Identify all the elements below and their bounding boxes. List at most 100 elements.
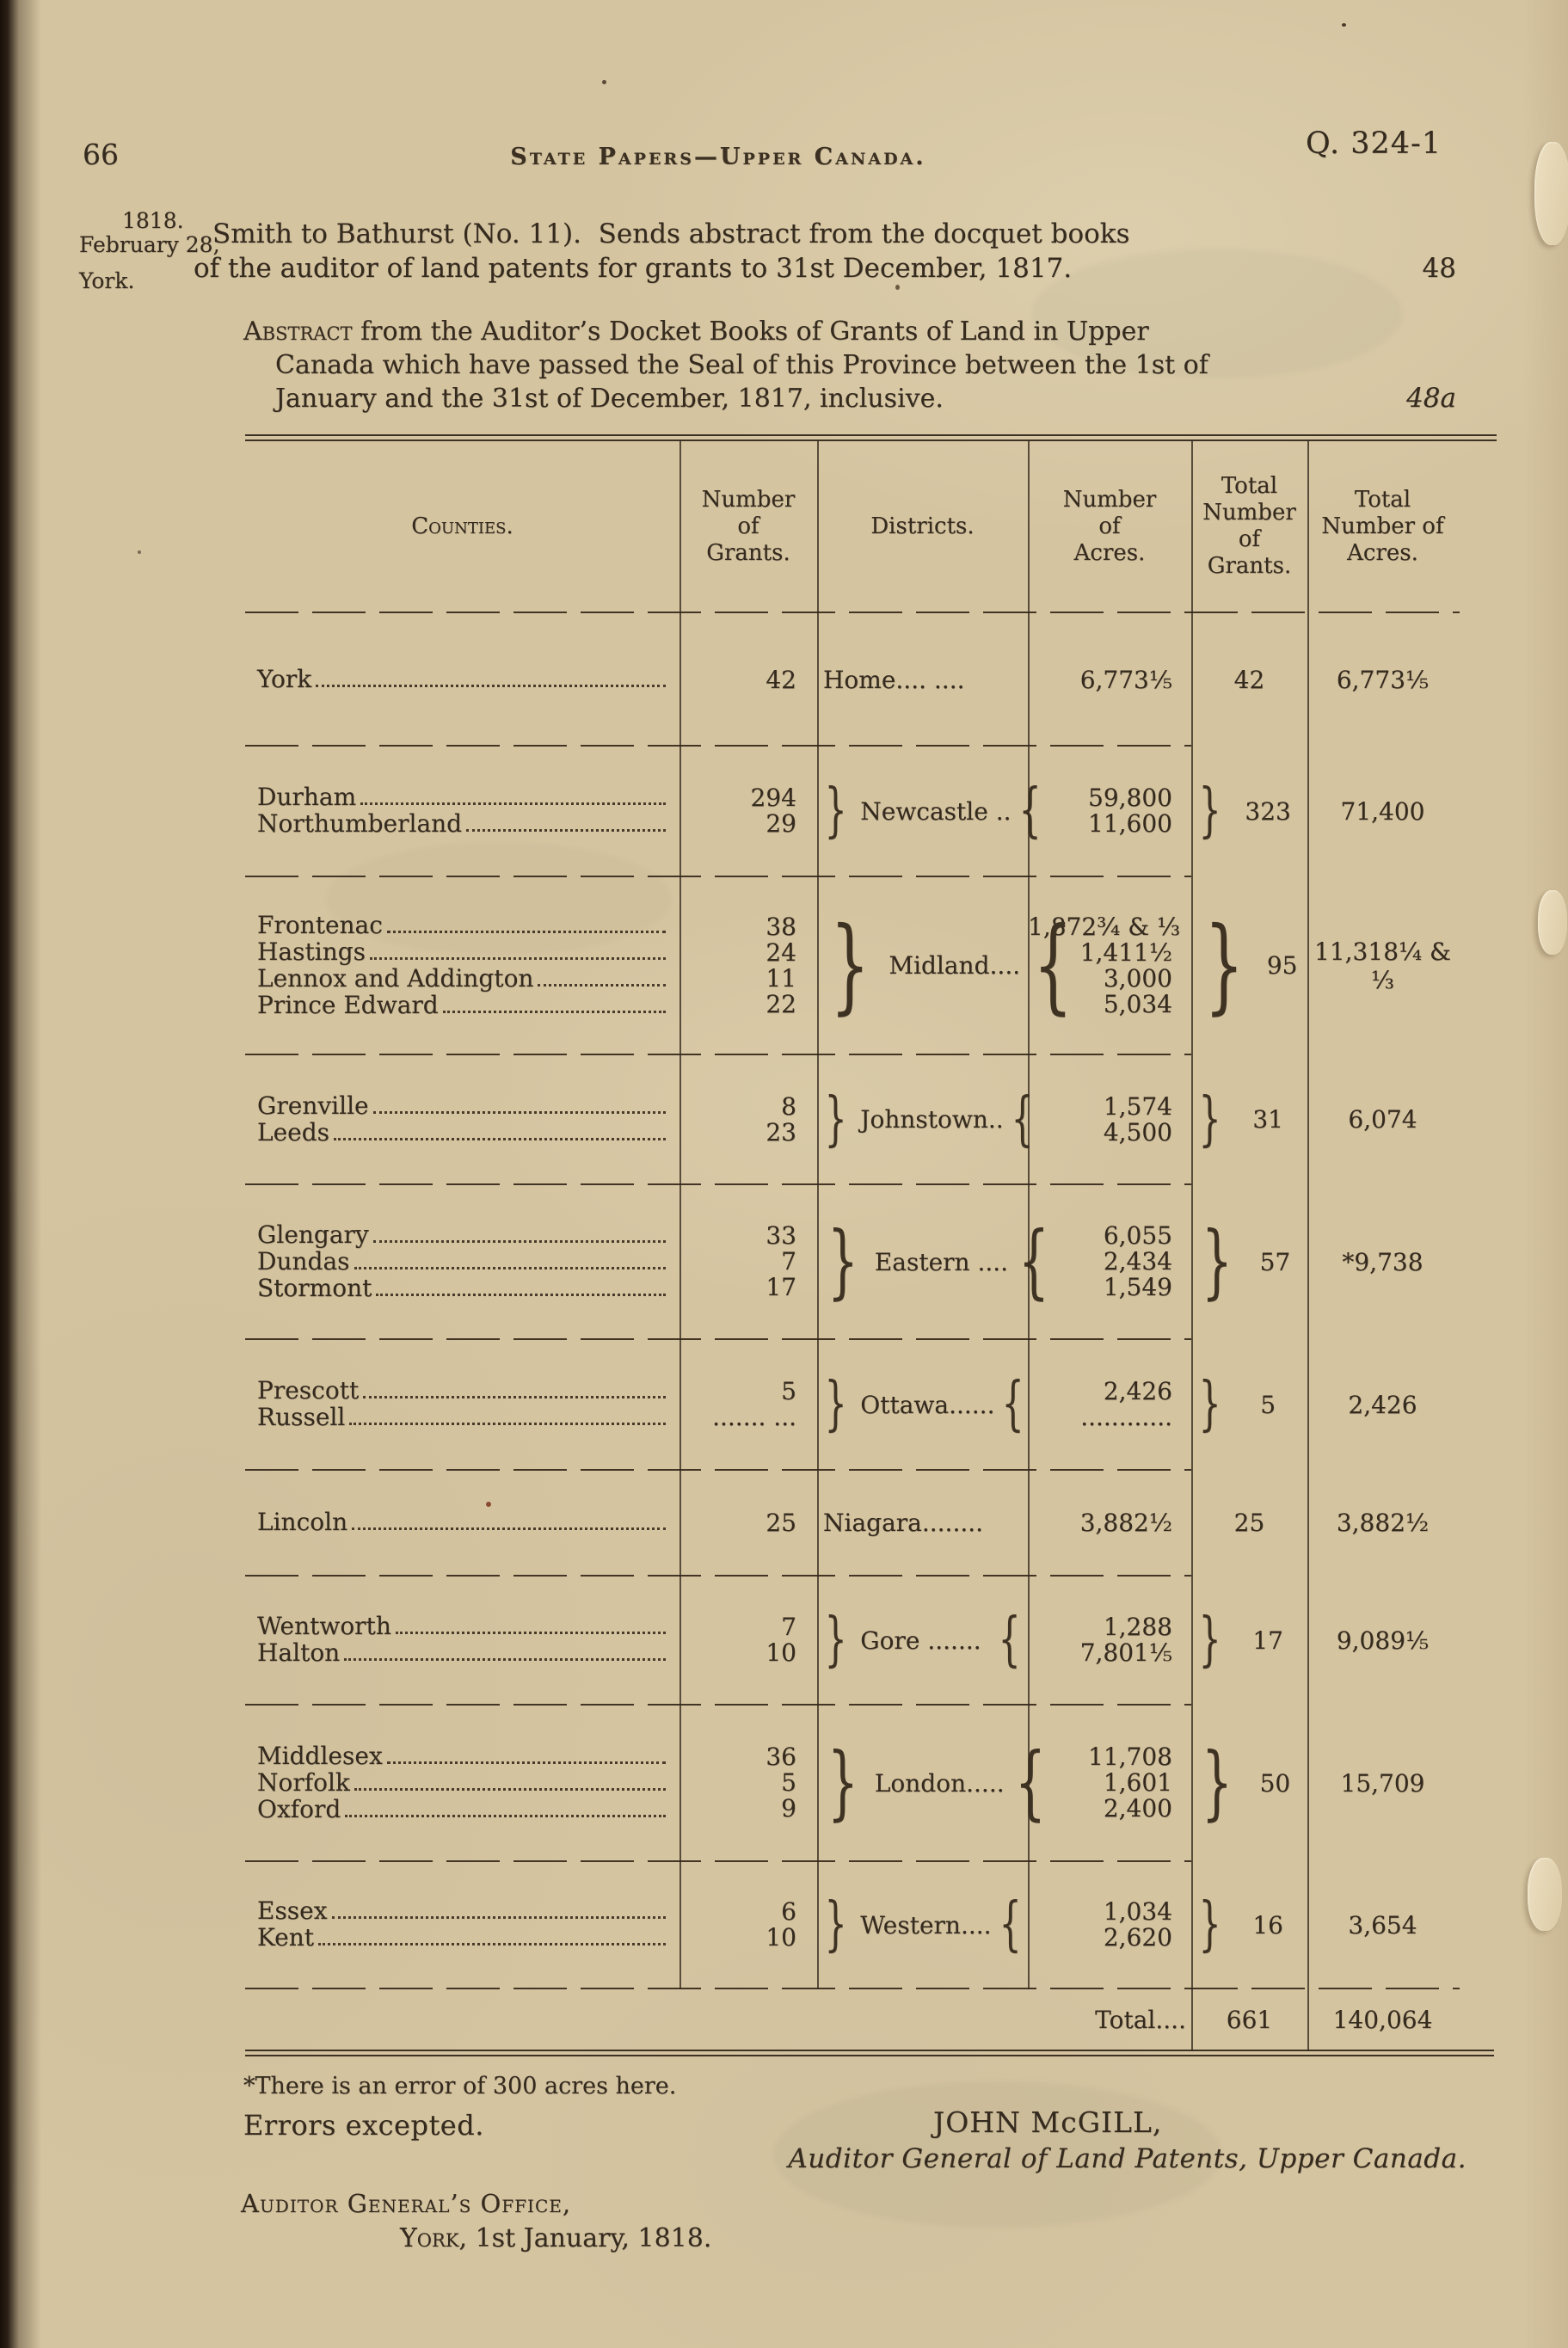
- dot-leader: [344, 1657, 666, 1661]
- grants-value: 42: [766, 665, 796, 694]
- table-row-eastern: Glengary Dundas Stormont 33 7 17} Eastern ....…: [245, 1185, 1458, 1338]
- grants-cell: 33 7 17: [679, 1185, 817, 1338]
- county-line: Halton: [257, 1640, 679, 1667]
- dot-leader: [331, 1915, 666, 1919]
- office-name: Auditor General’s Office,: [241, 2189, 572, 2218]
- dot-leader: [334, 1136, 666, 1140]
- county-name: Wentworth: [257, 1612, 391, 1640]
- total-acres-cell: 15,709: [1307, 1706, 1458, 1860]
- dot-leader: [372, 1239, 666, 1243]
- district-name: Home.... ....: [823, 666, 965, 694]
- district-cell: } Newcastle ..{: [817, 747, 1041, 876]
- grants-value: ....... ...: [712, 1403, 796, 1431]
- county-name: York: [257, 665, 312, 693]
- dot-leader: [363, 1394, 666, 1398]
- acres-cell: 1,034 2,620: [1028, 1862, 1191, 1988]
- grants-value: 29: [766, 809, 796, 838]
- acres-value: 59,800: [1088, 784, 1172, 812]
- total-acres-value: 71,400: [1340, 796, 1425, 826]
- total-grants-value: 17: [1252, 1626, 1283, 1655]
- county-cell: Durham Northumberland: [245, 747, 679, 876]
- total-acres-cell: 6,074: [1307, 1055, 1458, 1183]
- acres-value: 2,620: [1103, 1923, 1172, 1952]
- dot-leader: [349, 1421, 666, 1425]
- row-separator: [245, 876, 1458, 877]
- acres-value: 1,411½: [1079, 937, 1172, 967]
- district-name: Eastern ....: [874, 1247, 1009, 1276]
- acres-value: 1,288: [1103, 1613, 1172, 1641]
- grants-value: 33: [766, 1221, 796, 1250]
- county-line: York: [257, 667, 679, 693]
- dot-leader: [318, 1941, 666, 1945]
- total-acres-cell: 9,089⅕: [1307, 1577, 1458, 1704]
- county-line: Grenville: [257, 1092, 679, 1120]
- total-grants-cell: } 31: [1191, 1055, 1307, 1183]
- opening-brace: {: [1002, 1370, 1025, 1439]
- total-acres-value: 9,089⅕: [1336, 1626, 1430, 1655]
- county-line: Russell: [257, 1404, 679, 1431]
- county-cell: Middlesex Norfolk Oxford: [245, 1706, 679, 1860]
- closing-brace: }: [830, 905, 870, 1025]
- total-grants-cell: } 323: [1191, 747, 1307, 876]
- county-name: Oxford: [257, 1794, 341, 1823]
- grants-value: 7: [781, 1613, 796, 1641]
- acres-value: 3,882½: [1079, 1508, 1172, 1537]
- column-rule: [679, 441, 681, 1989]
- signature-title: Auditor General of Land Patents, Upper C…: [788, 2143, 1467, 2174]
- closing-brace: }: [1201, 1735, 1233, 1829]
- closing-brace: }: [1198, 1890, 1221, 1959]
- total-acres-value: 15,709: [1340, 1768, 1425, 1798]
- column-rule: [1191, 441, 1193, 2051]
- office-date: 1st January, 1818.: [467, 2223, 712, 2253]
- total-grants-value: 5: [1260, 1390, 1276, 1419]
- county-line: Northumberland: [257, 811, 679, 838]
- grants-value: 7: [781, 1247, 796, 1275]
- county-line: Prince Edward: [257, 992, 679, 1019]
- grants-cell: 42: [679, 615, 817, 745]
- district-cell: } Western....{: [817, 1862, 1028, 1988]
- dot-leader: [354, 1265, 666, 1269]
- row-separator-line: [245, 1704, 1191, 1706]
- row-separator-line: [245, 1860, 1191, 1862]
- grants-cell: 38 24 11 22: [679, 877, 817, 1054]
- row-separator: [245, 1469, 1458, 1471]
- grants-value: 294: [750, 784, 796, 812]
- county-name: Middlesex: [257, 1741, 383, 1770]
- paper-speck: [138, 550, 141, 554]
- county-line: Stormont: [257, 1275, 679, 1302]
- total-grants-cell: } 95: [1191, 877, 1307, 1054]
- county-name: Russell: [257, 1403, 346, 1431]
- table-row-london: Middlesex Norfolk Oxford 36 5 9} London.....{1…: [245, 1706, 1458, 1860]
- county-cell: Grenville Leeds: [245, 1055, 679, 1183]
- county-line: Lennox and Addington: [257, 965, 679, 993]
- acres-cell: 1,872¾ & ⅓ 1,411½ 3,000 5,034: [1028, 877, 1191, 1054]
- table-row-midland: Frontenac Hastings Lennox and Addington Pri…: [245, 877, 1458, 1054]
- total-grants-value: 31: [1252, 1105, 1283, 1134]
- paper-speck: [602, 80, 606, 84]
- district-cell: Niagara........: [817, 1471, 1028, 1575]
- county-name: Halton: [257, 1638, 341, 1667]
- grants-cell: 6 10: [679, 1862, 817, 1988]
- row-separator: [245, 1988, 1460, 1989]
- county-cell: Essex Kent: [245, 1862, 679, 1988]
- opening-brace: {: [999, 1890, 1022, 1959]
- table-footnote: *There is an error of 300 acres here.: [243, 2073, 677, 2099]
- total-acres-cell: 6,773⅕: [1307, 615, 1458, 745]
- total-label-cell: Total....: [1095, 2005, 1186, 2034]
- total-acres-value: 6,074: [1348, 1105, 1417, 1134]
- county-line: Frontenac: [257, 912, 679, 939]
- county-line: Durham: [257, 784, 679, 811]
- district-name: Ottawa......: [860, 1390, 995, 1419]
- total-grants-cell: 661: [1191, 1989, 1307, 2050]
- closing-brace: }: [1198, 1370, 1221, 1439]
- intro-line-1: Smith to Bathurst (No. 11). Sends abstra…: [212, 218, 1130, 249]
- column-rule: [1028, 441, 1030, 1989]
- acres-value: 6,055: [1103, 1221, 1172, 1250]
- acres-value: 4,500: [1103, 1117, 1172, 1146]
- closing-brace: }: [824, 1606, 847, 1675]
- row-separator-line: [245, 1183, 1191, 1185]
- district-cell: } Midland.... {: [817, 877, 1073, 1054]
- row-separator: [245, 1704, 1458, 1706]
- office-place-date: York, 1st January, 1818.: [400, 2223, 711, 2253]
- row-separator-line: [245, 876, 1191, 877]
